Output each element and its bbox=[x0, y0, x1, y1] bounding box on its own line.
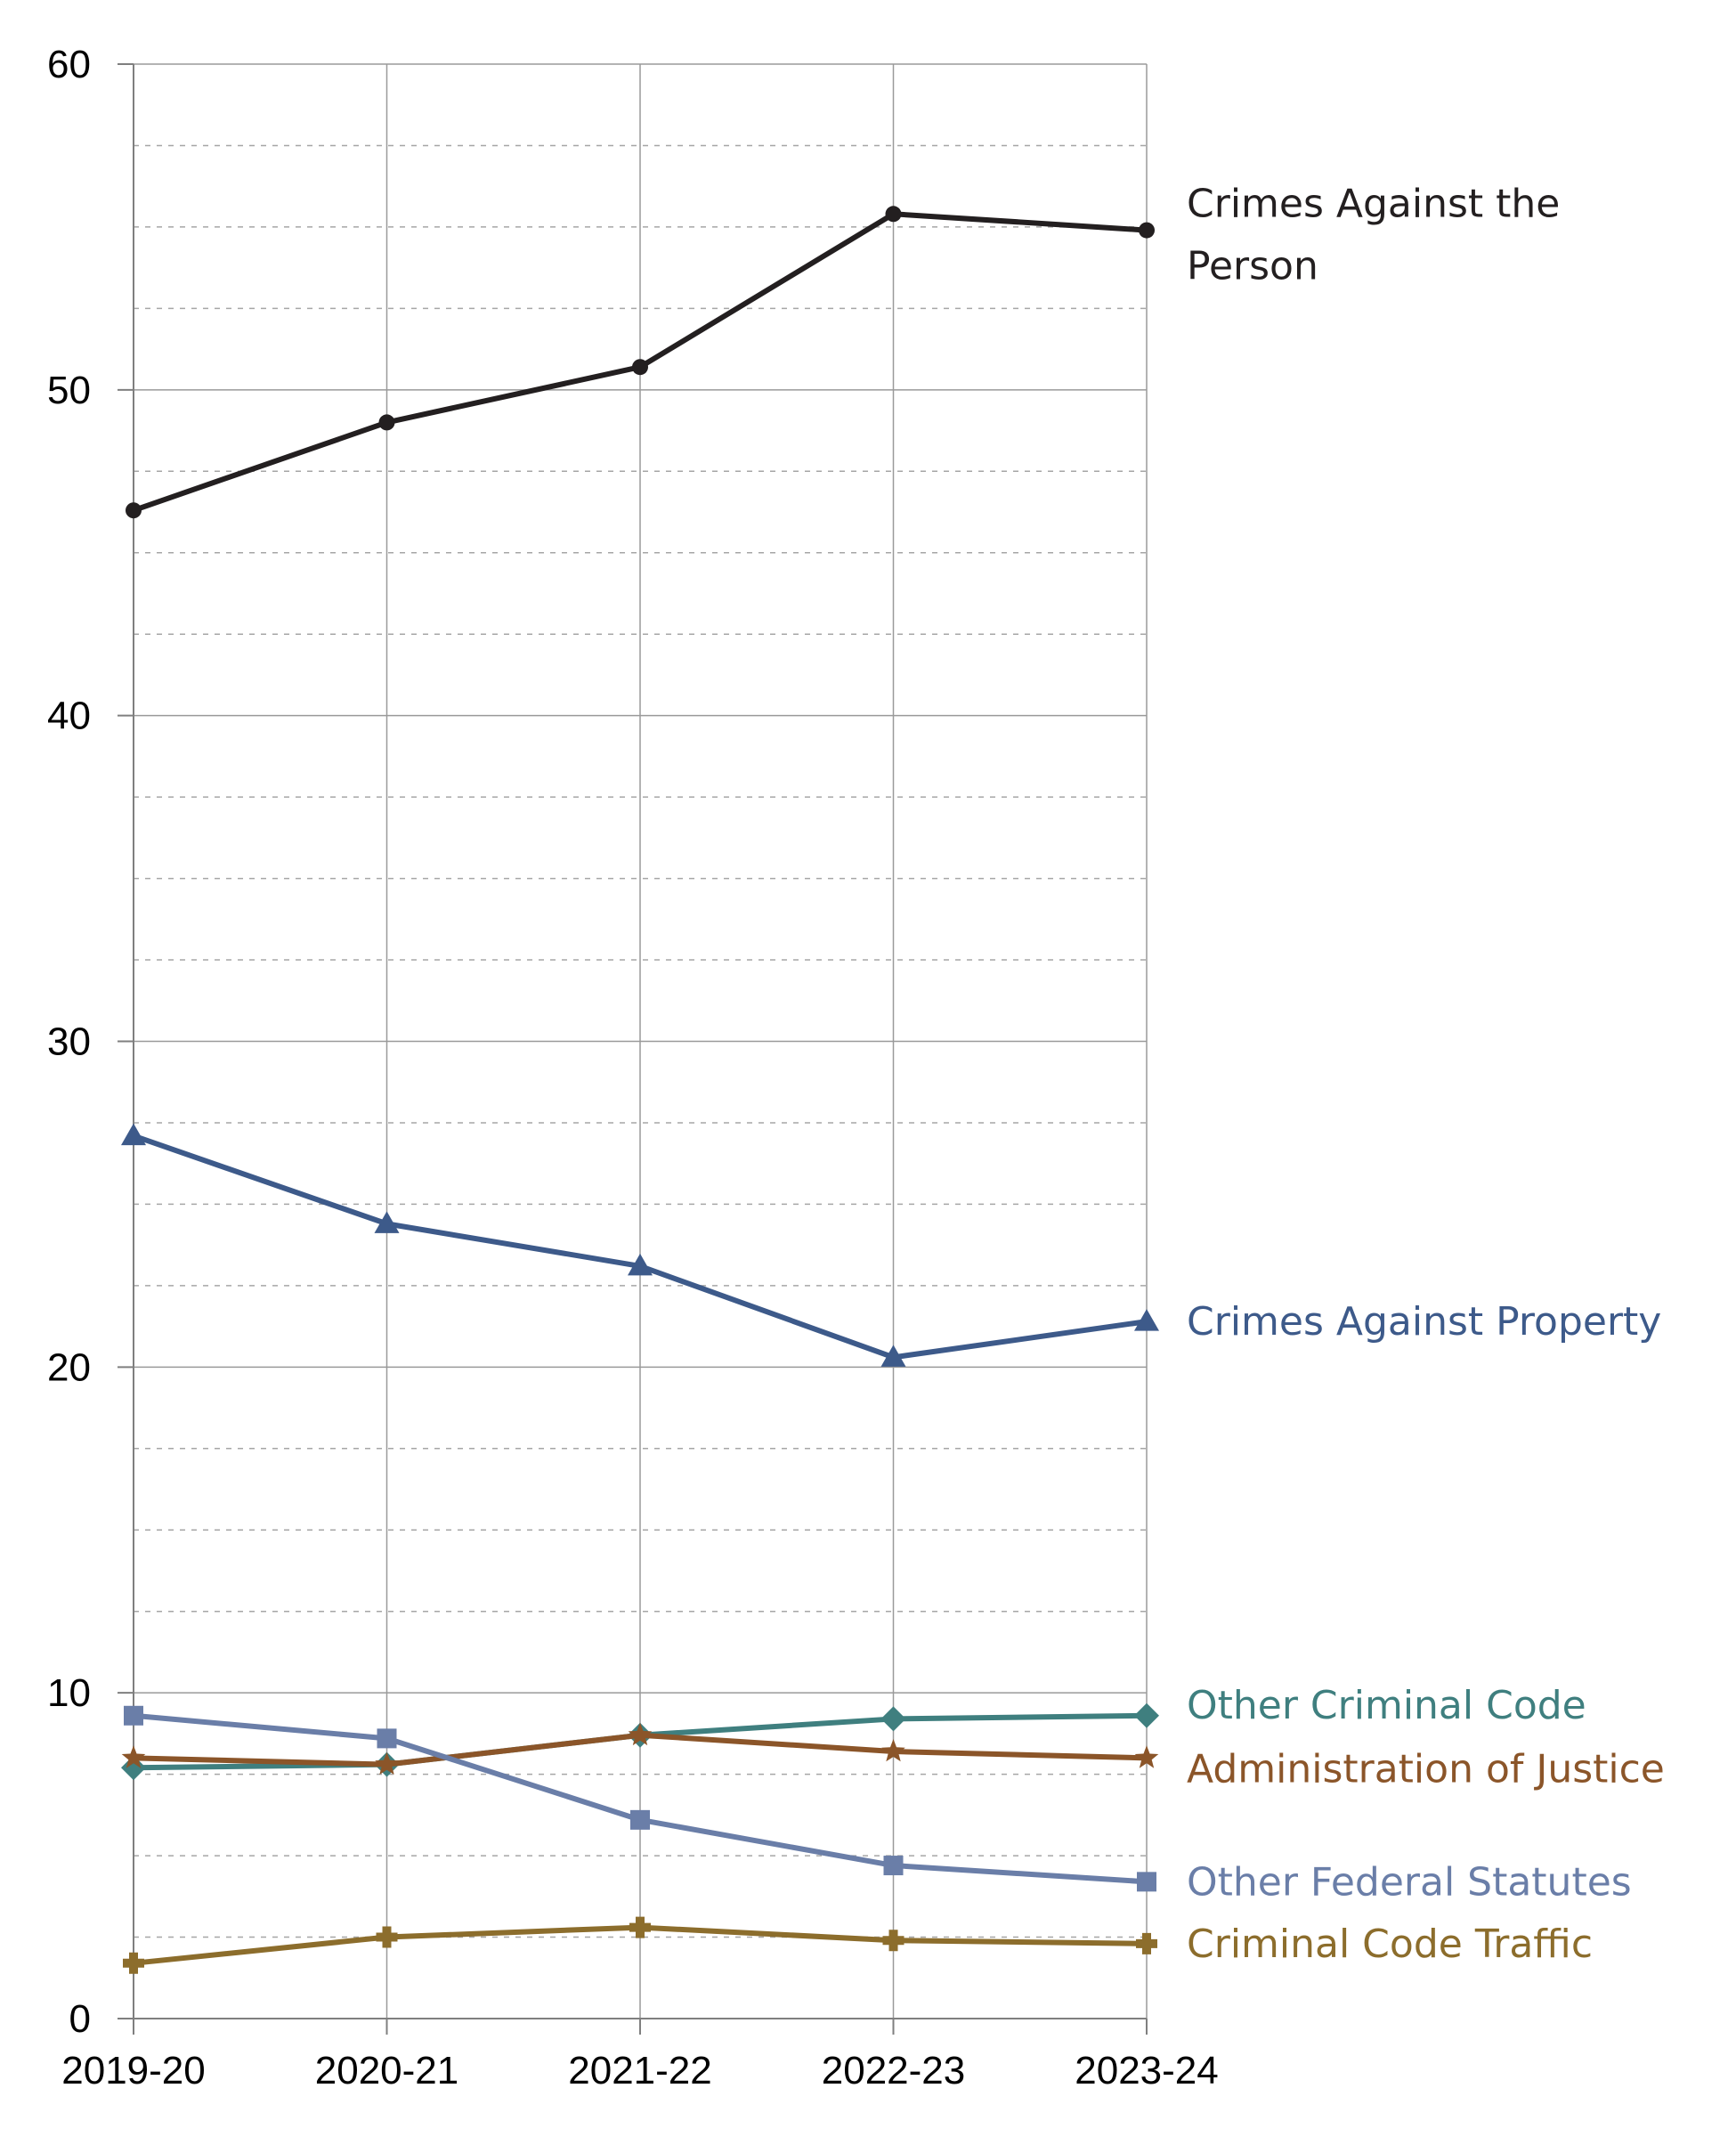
series-label-line: Other Criminal Code bbox=[1187, 1683, 1586, 1728]
series-criminal-code-traffic bbox=[123, 1916, 1157, 1974]
data-point-administration-of-justice bbox=[628, 1722, 653, 1746]
label-layer: Crimes Against the Person Crimes Against P… bbox=[1187, 182, 1665, 1967]
series-label-line: Criminal Code Traffic bbox=[1187, 1922, 1593, 1967]
y-tick-label: 10 bbox=[47, 1671, 91, 1715]
y-tick-label: 20 bbox=[47, 1345, 91, 1389]
data-point-other-criminal-code bbox=[1134, 1702, 1159, 1728]
data-point-crimes-against-property bbox=[628, 1253, 653, 1276]
data-point-crimes-against-property bbox=[121, 1123, 146, 1146]
series-other-federal-statutes bbox=[124, 1705, 1156, 1892]
x-tick-label: 2020-21 bbox=[315, 2049, 458, 2092]
data-point-crimes-against-the-person bbox=[632, 359, 648, 376]
data-point-other-federal-statutes bbox=[124, 1705, 143, 1726]
series-crimes-against-property bbox=[121, 1123, 1159, 1367]
y-tick-label: 50 bbox=[47, 369, 91, 412]
series-label-other-criminal-code: Other Criminal Code bbox=[1187, 1683, 1586, 1728]
data-point-crimes-against-the-person bbox=[885, 206, 902, 223]
series-layer bbox=[121, 206, 1159, 1974]
data-point-administration-of-justice bbox=[1134, 1745, 1159, 1768]
data-point-crimes-against-property bbox=[374, 1211, 400, 1233]
data-point-other-federal-statutes bbox=[883, 1856, 904, 1876]
series-label-crimes-against-property: Crimes Against Property bbox=[1187, 1299, 1661, 1345]
data-point-criminal-code-traffic bbox=[1136, 1932, 1157, 1954]
series-crimes-against-the-person bbox=[126, 206, 1155, 519]
data-point-other-federal-statutes bbox=[630, 1809, 650, 1830]
series-label-line: Crimes Against the bbox=[1187, 182, 1560, 227]
x-tick-label: 2023-24 bbox=[1075, 2049, 1218, 2092]
data-point-other-criminal-code bbox=[880, 1706, 906, 1732]
data-point-crimes-against-the-person bbox=[378, 414, 395, 431]
grid-layer bbox=[134, 63, 1148, 2019]
data-point-criminal-code-traffic bbox=[376, 1926, 398, 1948]
y-tick-label: 30 bbox=[47, 1020, 91, 1064]
data-point-administration-of-justice bbox=[375, 1751, 399, 1775]
data-point-other-federal-statutes bbox=[377, 1728, 397, 1749]
series-label-line: Crimes Against Property bbox=[1187, 1299, 1661, 1345]
y-tick-label: 0 bbox=[69, 1997, 91, 2041]
y-tick-label: 40 bbox=[47, 695, 91, 738]
series-label-line: Person bbox=[1187, 244, 1318, 289]
series-administration-of-justice bbox=[121, 1722, 1159, 1775]
x-tick-label: 2021-22 bbox=[568, 2049, 711, 2092]
series-label-line: Administration of Justice bbox=[1187, 1746, 1665, 1792]
data-point-crimes-against-the-person bbox=[1139, 222, 1155, 239]
data-point-criminal-code-traffic bbox=[629, 1916, 651, 1938]
data-point-other-federal-statutes bbox=[1137, 1872, 1156, 1892]
data-point-administration-of-justice bbox=[881, 1739, 905, 1762]
series-label-other-federal-statutes: Other Federal Statutes bbox=[1187, 1859, 1632, 1905]
y-tick-label: 60 bbox=[47, 43, 91, 86]
data-point-crimes-against-the-person bbox=[126, 502, 142, 519]
series-label-criminal-code-traffic: Criminal Code Traffic bbox=[1187, 1922, 1593, 1967]
x-tick-label: 2019-20 bbox=[61, 2049, 205, 2092]
data-point-criminal-code-traffic bbox=[882, 1930, 905, 1952]
data-point-criminal-code-traffic bbox=[123, 1952, 144, 1974]
data-point-administration-of-justice bbox=[121, 1745, 146, 1768]
series-label-line: Other Federal Statutes bbox=[1187, 1859, 1632, 1905]
data-point-crimes-against-property bbox=[1134, 1309, 1159, 1331]
data-point-crimes-against-property bbox=[880, 1345, 906, 1367]
x-tick-label: 2022-23 bbox=[822, 2049, 965, 2092]
series-label-administration-of-justice: Administration of Justice bbox=[1187, 1746, 1665, 1792]
data-point-other-criminal-code bbox=[121, 1755, 146, 1781]
series-label-crimes-against-the-person: Crimes Against the Person bbox=[1187, 182, 1560, 289]
axis-layer: 0 10 20 30 40 50 60 2019-20 2020-21 2021-22 2022-2… bbox=[47, 43, 1219, 2092]
